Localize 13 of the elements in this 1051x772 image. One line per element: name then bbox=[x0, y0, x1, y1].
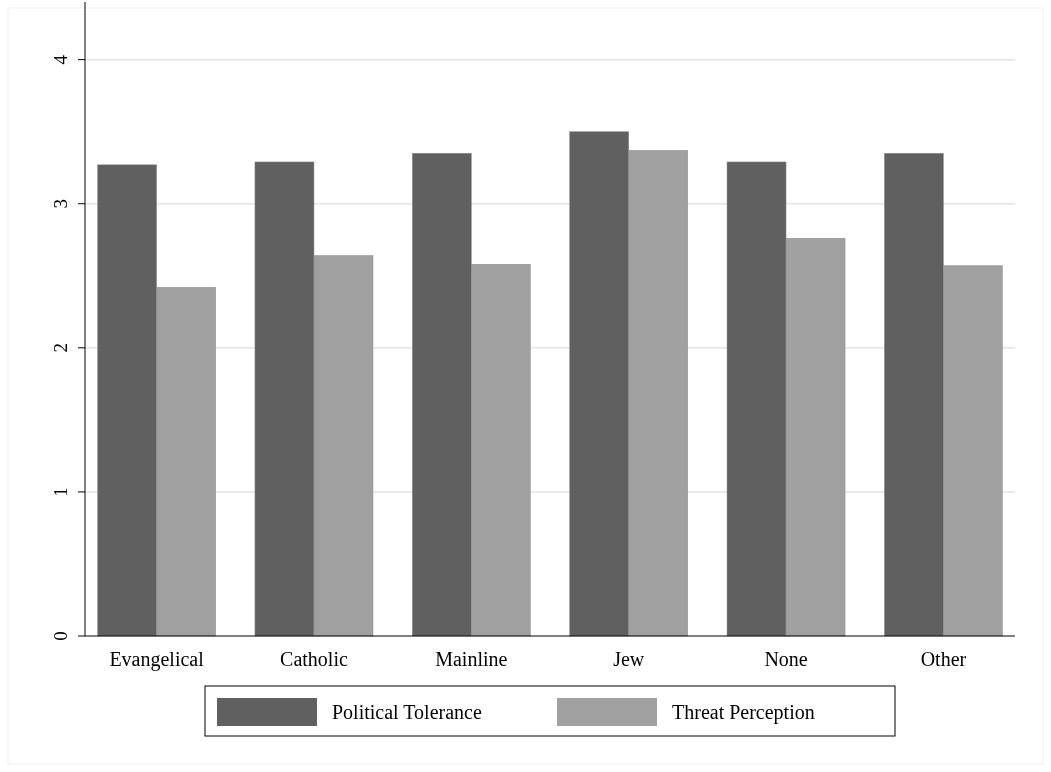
legend-label: Political Tolerance bbox=[332, 701, 482, 723]
legend-label: Threat Perception bbox=[672, 701, 815, 724]
y-tick-label: 0 bbox=[50, 631, 71, 641]
y-tick-label: 3 bbox=[50, 198, 71, 209]
x-tick-label: Other bbox=[920, 648, 967, 670]
x-tick-label: Evangelical bbox=[109, 648, 205, 671]
x-tick-label: Catholic bbox=[280, 648, 348, 670]
x-tick-label: Mainline bbox=[435, 648, 508, 670]
y-tick-label: 1 bbox=[50, 487, 71, 497]
x-tick-label: None bbox=[764, 648, 808, 670]
x-tick-label: Jew bbox=[613, 648, 645, 670]
y-tick-label: 2 bbox=[50, 343, 71, 353]
y-tick-label: 4 bbox=[50, 54, 71, 65]
